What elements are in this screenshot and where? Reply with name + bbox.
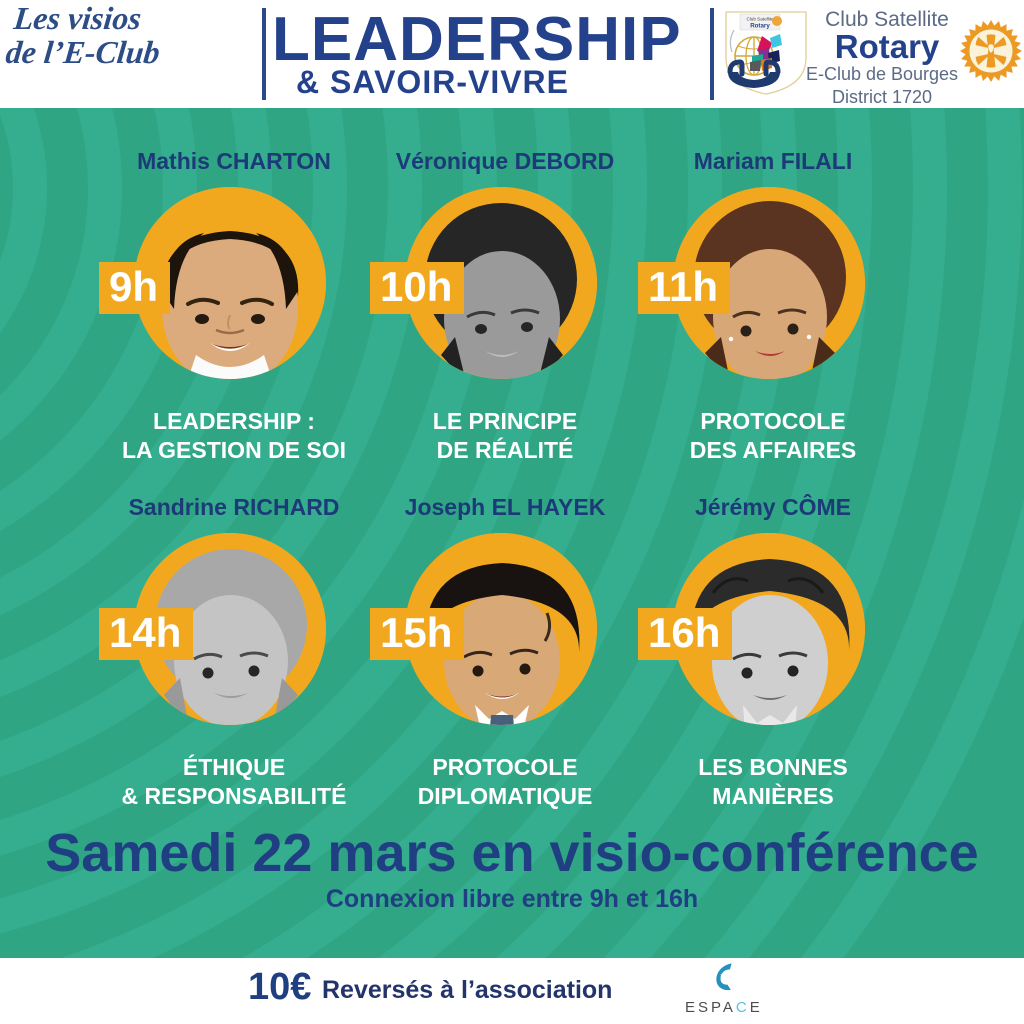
svg-text:Club Satellite: Club Satellite: [746, 17, 774, 22]
svg-text:Rotary: Rotary: [750, 23, 770, 30]
